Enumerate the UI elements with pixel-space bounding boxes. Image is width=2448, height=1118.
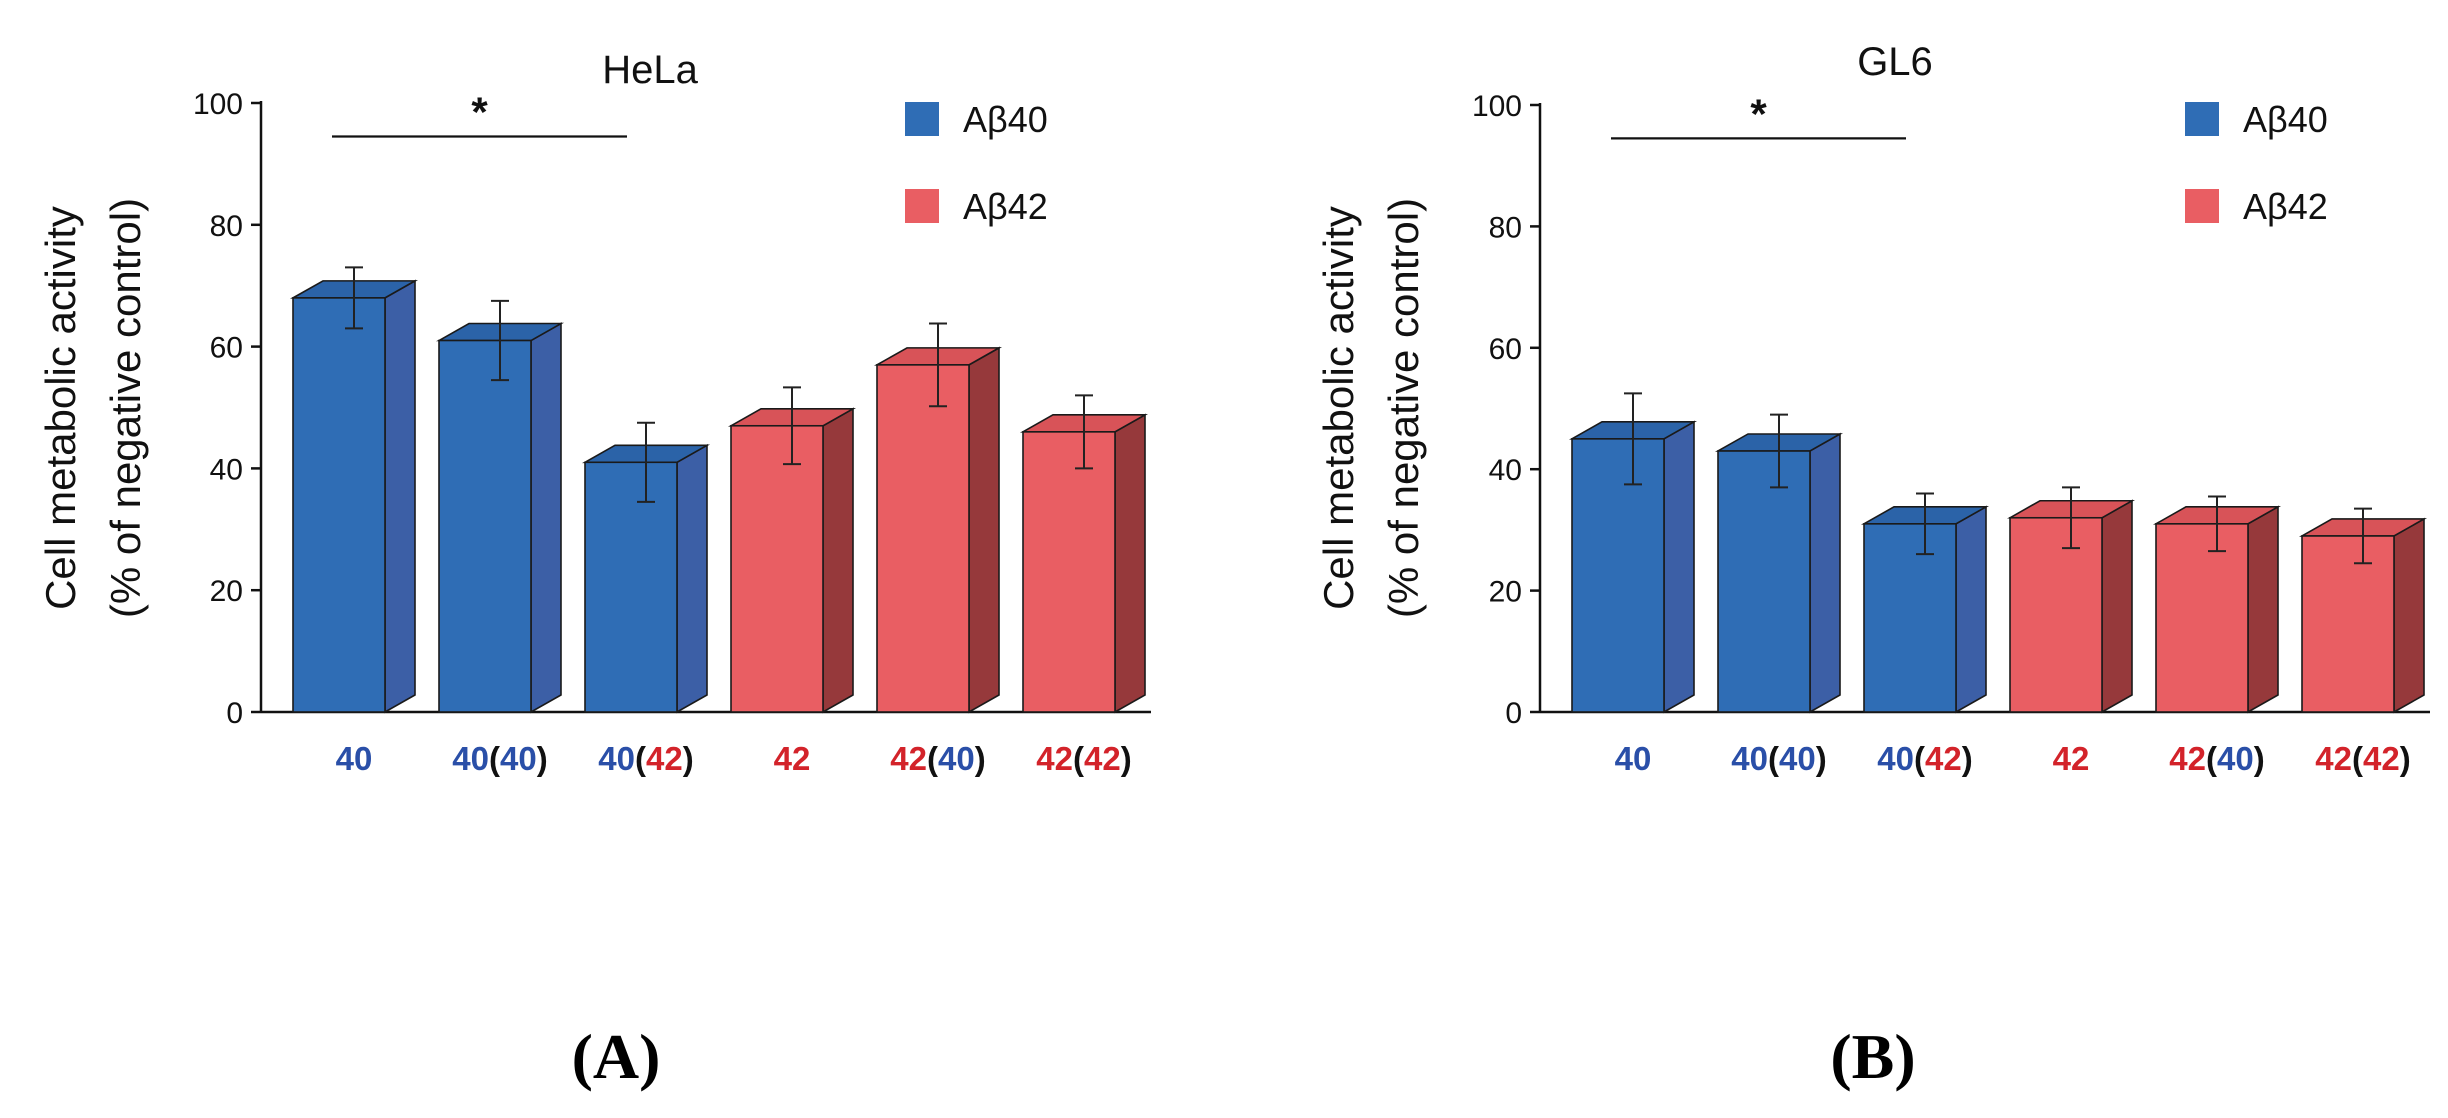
error-bar-5 [2208,495,2226,553]
x-tick-label-1: 40 [336,740,373,777]
bar-3 [581,443,711,714]
error-bar-4 [783,386,801,466]
x-tick-label-1: 40 [1615,740,1652,777]
bar-side-face [2247,505,2279,714]
chart-hela: HeLa Cell metabolic activity (% of negativ… [37,48,1151,777]
legend: Aβ40 Aβ42 [905,99,1048,227]
y-axis-label-line-1: Cell metabolic activity [1315,206,1362,610]
x-tick-label-2: 40(40) [1731,740,1826,777]
bar-side-face [822,407,854,714]
bar-1 [289,279,419,714]
y-tick-label: 80 [1489,211,1522,244]
x-tick-label-3: 40(42) [1877,740,1972,777]
bar-front-face [2301,535,2395,713]
y-tick-label: 40 [210,453,243,486]
y-tick-label: 0 [226,697,243,730]
x-tick-label-4: 42 [774,740,811,777]
legend-label-ab40: Aβ40 [2243,99,2328,140]
bar-front-face [2009,516,2103,713]
bar-front-face [1571,438,1665,713]
legend-label-ab42: Aβ42 [963,186,1048,227]
significance-star: * [1750,90,1767,137]
bar-2 [1714,432,1844,714]
bar-1 [1568,420,1698,714]
bar-front-face [584,461,678,713]
bar-front-face [730,424,824,713]
x-tick-label-4: 42 [2053,740,2090,777]
x-tick-label-2: 40(40) [452,740,547,777]
legend-swatch-ab42 [2185,189,2219,223]
y-tick-label: 60 [1489,333,1522,366]
significance-star: * [471,88,488,135]
y-tick-label: 0 [1505,697,1522,730]
error-bar-3 [637,421,655,503]
x-tick-label-3: 40(42) [598,740,693,777]
bar-2 [435,322,565,714]
bar-front-face [2155,523,2249,713]
x-tick-label-5: 42(40) [2169,740,2264,777]
error-bar-3 [1916,492,1934,556]
panel-label-a: (A) [572,1021,661,1092]
bar-side-face [1114,413,1146,714]
chart-gl6: GL6 Cell metabolic activity (% of negative… [1315,40,2430,777]
error-bar-2 [491,299,509,382]
error-bar-2 [1770,413,1788,489]
bar-side-face [968,346,1000,714]
error-bar-1 [345,266,363,330]
y-tick-label: 20 [210,575,243,608]
x-tick-label-5: 42(40) [890,740,985,777]
significance-marker: * [332,88,627,138]
bar-side-face [530,322,562,714]
y-axis-label-line-2: (% of negative control) [102,198,149,618]
y-tick-label: 40 [1489,454,1522,487]
legend-label-ab40: Aβ40 [963,99,1048,140]
legend: Aβ40 Aβ42 [2185,99,2328,227]
bar-4 [2006,499,2136,714]
y-tick-label: 80 [210,210,243,243]
legend-swatch-ab40 [905,102,939,136]
y-tick-label: 60 [210,332,243,365]
bar-front-face [438,339,532,713]
bar-side-face [2101,499,2133,714]
bar-front-face [292,297,386,713]
bar-front-face [1022,431,1116,713]
bar-4 [727,407,857,714]
bar-side-face [1955,505,1987,714]
bar-side-face [2393,517,2425,714]
bar-side-face [676,443,708,714]
panel-label-b: (B) [1830,1021,1915,1092]
y-axis-label-line-2: (% of negative control) [1380,198,1427,618]
chart-title: HeLa [602,48,698,92]
bar-side-face [1809,432,1841,714]
y-tick-label: 100 [1472,90,1522,123]
y-axis-label-line-1: Cell metabolic activity [37,206,84,610]
error-bar-4 [2062,486,2080,550]
bar-front-face [876,364,970,713]
bar-5 [873,346,1003,714]
bar-front-face [1717,450,1811,713]
x-tick-label-6: 42(42) [1036,740,1131,777]
bar-front-face [1863,523,1957,713]
chart-title: GL6 [1857,40,1933,84]
bar-side-face [384,279,416,714]
y-tick-label: 20 [1489,576,1522,609]
legend-swatch-ab40 [2185,102,2219,136]
error-bar-6 [2354,507,2372,565]
x-tick-label-6: 42(42) [2315,740,2410,777]
legend-label-ab42: Aβ42 [2243,186,2328,227]
bar-side-face [1663,420,1695,714]
error-bar-1 [1624,392,1642,486]
error-bar-5 [929,322,947,408]
y-tick-label: 100 [193,88,243,121]
significance-marker: * [1611,90,1906,140]
legend-swatch-ab42 [905,189,939,223]
error-bar-6 [1075,394,1093,470]
bar-3 [1860,505,1990,714]
bar-6 [2298,517,2428,714]
